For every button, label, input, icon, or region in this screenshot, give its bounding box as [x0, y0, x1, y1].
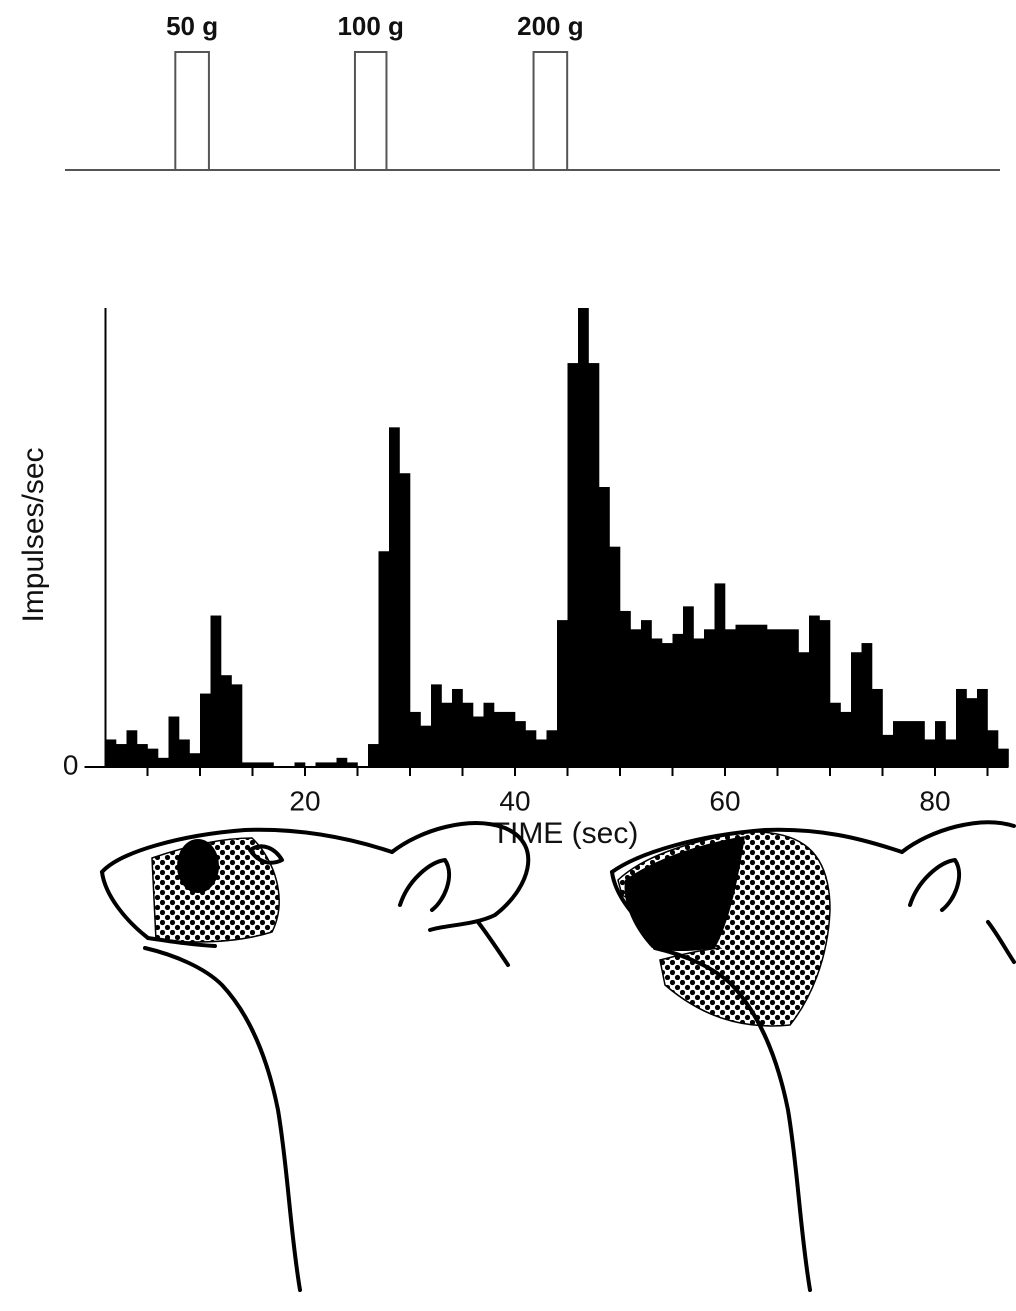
- bar: [252, 762, 264, 767]
- bar: [168, 716, 180, 767]
- x-tick-label: 80: [919, 785, 950, 816]
- bar: [956, 688, 967, 767]
- bar: [977, 688, 988, 767]
- bar: [578, 308, 589, 767]
- bar: [399, 473, 411, 767]
- bar: [189, 753, 201, 767]
- bar: [242, 762, 253, 767]
- bar: [630, 629, 642, 767]
- bar: [924, 739, 936, 767]
- bar: [221, 675, 232, 767]
- bar: [557, 620, 568, 767]
- bar: [105, 739, 117, 767]
- bar: [672, 633, 684, 767]
- bar: [809, 615, 820, 767]
- bar: [336, 757, 348, 767]
- bar: [914, 721, 925, 767]
- bar: [126, 730, 138, 767]
- bar: [819, 620, 831, 767]
- bar: [410, 711, 421, 767]
- bar: [588, 363, 600, 767]
- x-tick-label: 60: [709, 785, 740, 816]
- rat-head-left: [100, 821, 531, 1292]
- bar: [431, 684, 442, 767]
- bar: [945, 739, 957, 767]
- bar: [441, 702, 453, 767]
- y-tick-label: 0: [63, 749, 79, 780]
- bar: [704, 629, 715, 767]
- bar: [725, 629, 736, 767]
- bar: [231, 684, 243, 767]
- bar: [210, 615, 222, 767]
- rat-head-right: [610, 820, 1016, 1292]
- bar: [294, 762, 306, 767]
- stimulus-label: 200 g: [517, 11, 584, 41]
- bar: [641, 620, 652, 767]
- stimulus-pulse: [532, 51, 569, 171]
- bar: [326, 762, 337, 767]
- stimulus-pulse: [174, 51, 210, 171]
- bar: [494, 711, 505, 767]
- bar: [893, 721, 904, 767]
- bar: [462, 702, 474, 767]
- bar: [158, 757, 169, 767]
- bar: [662, 643, 673, 767]
- bar: [882, 734, 894, 767]
- bar: [693, 638, 705, 767]
- bar: [840, 711, 852, 767]
- bar: [872, 688, 883, 767]
- bar: [683, 606, 694, 767]
- bar: [147, 748, 159, 767]
- bar: [420, 725, 432, 767]
- bar: [788, 629, 799, 767]
- bar: [473, 716, 484, 767]
- bar: [935, 721, 946, 767]
- bar: [315, 762, 327, 767]
- bar: [525, 730, 537, 767]
- bar: [861, 643, 873, 767]
- y-axis-label: Impulses/sec: [17, 447, 50, 622]
- bar: [998, 748, 1009, 767]
- bar: [116, 744, 127, 767]
- bar: [746, 624, 757, 767]
- bar: [851, 652, 862, 767]
- bar: [546, 730, 558, 767]
- bar: [452, 688, 463, 767]
- stimulus-pulse: [353, 51, 388, 171]
- bar: [777, 629, 789, 767]
- bar: [347, 762, 358, 767]
- bar: [504, 711, 516, 767]
- bar: [903, 721, 915, 767]
- stimulus-label: 100 g: [337, 11, 404, 41]
- bar: [137, 744, 148, 767]
- stimulus-label: 50 g: [166, 11, 218, 41]
- bar: [756, 624, 768, 767]
- bar: [651, 638, 663, 767]
- bar: [987, 730, 999, 767]
- bar: [830, 702, 841, 767]
- bar: [378, 551, 390, 767]
- bar: [263, 762, 274, 767]
- bar: [620, 610, 631, 767]
- bar: [567, 363, 579, 767]
- bar: [599, 487, 610, 767]
- bar: [735, 624, 747, 767]
- bar: [714, 583, 726, 767]
- bar: [767, 629, 778, 767]
- bar: [536, 739, 547, 767]
- bar: [368, 744, 379, 767]
- bar: [798, 652, 810, 767]
- bar: [179, 739, 190, 767]
- bar: [609, 546, 621, 767]
- bar: [200, 693, 211, 767]
- bar: [389, 427, 400, 767]
- bar: [515, 721, 526, 767]
- bar: [483, 702, 495, 767]
- bar: [966, 698, 978, 767]
- x-tick-label: 40: [499, 785, 530, 816]
- x-tick-label: 20: [289, 785, 320, 816]
